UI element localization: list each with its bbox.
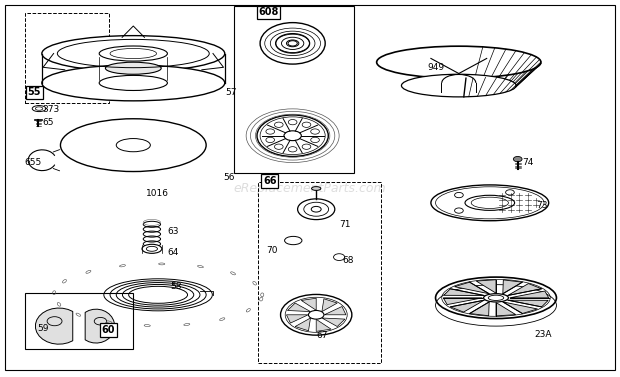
Ellipse shape: [402, 74, 516, 97]
Ellipse shape: [142, 244, 162, 253]
Polygon shape: [510, 291, 549, 298]
Bar: [234, 6, 354, 173]
Polygon shape: [496, 302, 516, 316]
Ellipse shape: [435, 277, 557, 319]
Polygon shape: [322, 318, 345, 326]
Text: 58: 58: [170, 282, 182, 291]
Text: 56: 56: [223, 173, 235, 182]
Polygon shape: [301, 298, 316, 310]
Ellipse shape: [61, 119, 206, 172]
Text: 655: 655: [25, 158, 42, 167]
Circle shape: [513, 156, 522, 162]
Text: 71: 71: [339, 220, 351, 229]
Ellipse shape: [431, 185, 549, 221]
Polygon shape: [454, 282, 489, 294]
Ellipse shape: [284, 131, 301, 141]
Polygon shape: [503, 302, 538, 314]
Polygon shape: [444, 289, 484, 296]
Polygon shape: [508, 300, 548, 307]
Bar: [258, 182, 381, 363]
Ellipse shape: [285, 236, 302, 245]
Ellipse shape: [42, 65, 224, 101]
Polygon shape: [470, 302, 489, 316]
Text: 67: 67: [316, 331, 328, 340]
Bar: [25, 293, 133, 349]
Polygon shape: [450, 300, 484, 312]
Polygon shape: [324, 307, 346, 315]
Ellipse shape: [376, 46, 541, 78]
Polygon shape: [295, 318, 311, 331]
Polygon shape: [508, 284, 542, 296]
Text: 608: 608: [259, 8, 278, 17]
Text: 373: 373: [42, 105, 60, 114]
Text: 70: 70: [267, 246, 278, 255]
Text: 23A: 23A: [534, 330, 552, 339]
Polygon shape: [286, 315, 308, 323]
Text: 63: 63: [167, 227, 179, 236]
Polygon shape: [322, 299, 337, 312]
Ellipse shape: [260, 23, 325, 64]
Polygon shape: [476, 280, 496, 293]
Text: 73: 73: [536, 201, 548, 210]
Text: eReplacementParts.com: eReplacementParts.com: [234, 182, 386, 195]
Ellipse shape: [465, 195, 515, 210]
Text: 65: 65: [42, 118, 54, 127]
Ellipse shape: [280, 294, 352, 335]
Polygon shape: [288, 303, 311, 312]
Ellipse shape: [257, 115, 329, 156]
Polygon shape: [443, 298, 482, 305]
Bar: [25, 13, 108, 103]
Text: 64: 64: [167, 248, 179, 257]
Text: 55: 55: [27, 87, 41, 97]
Text: 68: 68: [342, 256, 354, 265]
Polygon shape: [85, 309, 115, 343]
Text: 66: 66: [263, 176, 277, 186]
Ellipse shape: [298, 199, 335, 219]
Ellipse shape: [105, 62, 161, 74]
Ellipse shape: [42, 35, 224, 72]
Polygon shape: [316, 319, 331, 331]
Ellipse shape: [312, 187, 321, 190]
Text: 59: 59: [37, 324, 49, 333]
Text: 57: 57: [226, 88, 237, 97]
Polygon shape: [35, 308, 73, 344]
Text: 74: 74: [523, 158, 534, 167]
Ellipse shape: [484, 294, 508, 302]
Text: 1016: 1016: [146, 188, 169, 198]
Text: 949: 949: [428, 63, 445, 72]
Polygon shape: [503, 280, 522, 294]
Ellipse shape: [309, 311, 324, 319]
Text: 60: 60: [102, 325, 115, 335]
Ellipse shape: [99, 75, 167, 90]
